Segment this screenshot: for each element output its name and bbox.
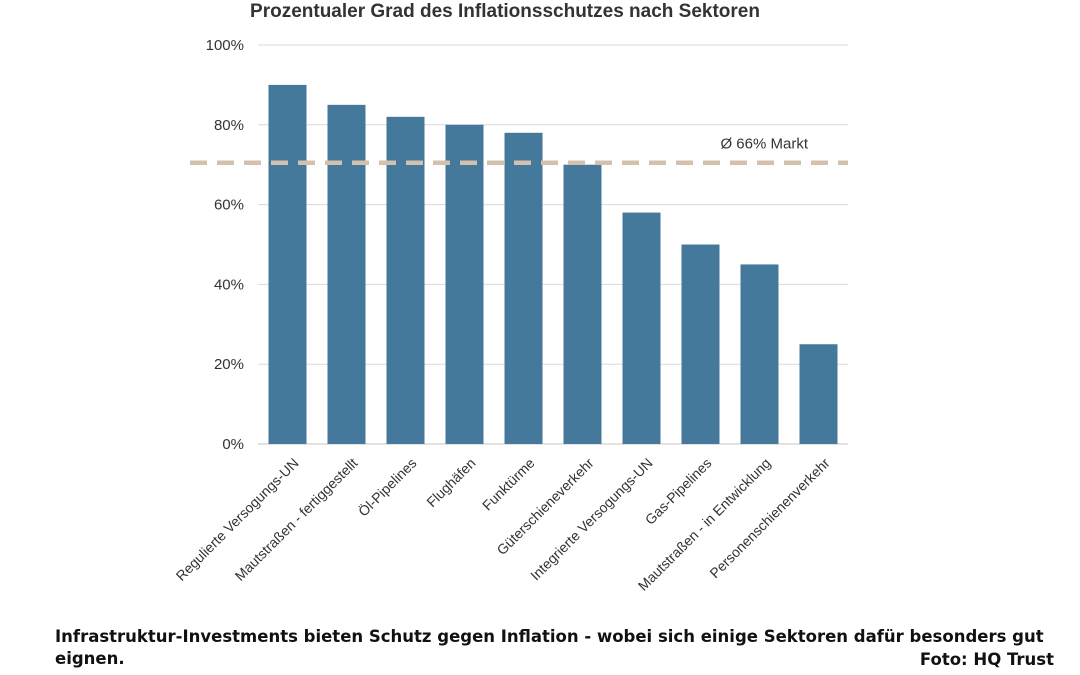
bar: [799, 344, 838, 444]
x-tick-label: Mautstraßen - fertiggestellt: [232, 455, 361, 584]
y-tick-label: 40%: [214, 276, 244, 293]
bar: [504, 132, 543, 444]
photo-credit: Foto: HQ Trust: [919, 650, 1054, 669]
x-tick-label: Integrierte Versogungs-UN: [527, 455, 656, 584]
y-tick-label: 20%: [214, 356, 244, 373]
reference-line-label: Ø 66% Markt: [720, 136, 808, 153]
y-tick-label: 100%: [206, 37, 244, 54]
bar: [622, 212, 661, 444]
bar: [386, 116, 425, 444]
caption: Infrastruktur-Investments bieten Schutz …: [55, 626, 1055, 670]
x-tick-label: Güterschieneverkehr: [493, 455, 596, 558]
x-tick-label: Personenschienenverkehr: [706, 455, 833, 582]
y-tick-label: 0%: [222, 436, 244, 453]
bar: [563, 164, 602, 444]
chart: Prozentualer Grad des Inflationsschutzes…: [173, 1, 848, 594]
caption-text: Infrastruktur-Investments bieten Schutz …: [55, 627, 1044, 668]
bar: [327, 104, 366, 444]
y-tick-label: 60%: [214, 197, 244, 214]
reference-line-group: Ø 66% Markt: [190, 136, 848, 165]
bar: [268, 84, 307, 445]
bar: [681, 244, 720, 444]
chart-title: Prozentualer Grad des Inflationsschutzes…: [250, 1, 760, 22]
y-tick-label: 80%: [214, 117, 244, 134]
x-tick-label: Flughäfen: [423, 455, 478, 510]
x-tick-label: Regulierte Versogungs-UN: [173, 455, 302, 584]
y-axis-ticks: 0% 20% 40% 60% 80% 100%: [206, 37, 244, 453]
x-tick-label: Öl-Pipelines: [354, 454, 419, 519]
x-tick-label: Funktürme: [479, 455, 538, 514]
bar: [445, 124, 484, 445]
bar: [740, 264, 779, 444]
